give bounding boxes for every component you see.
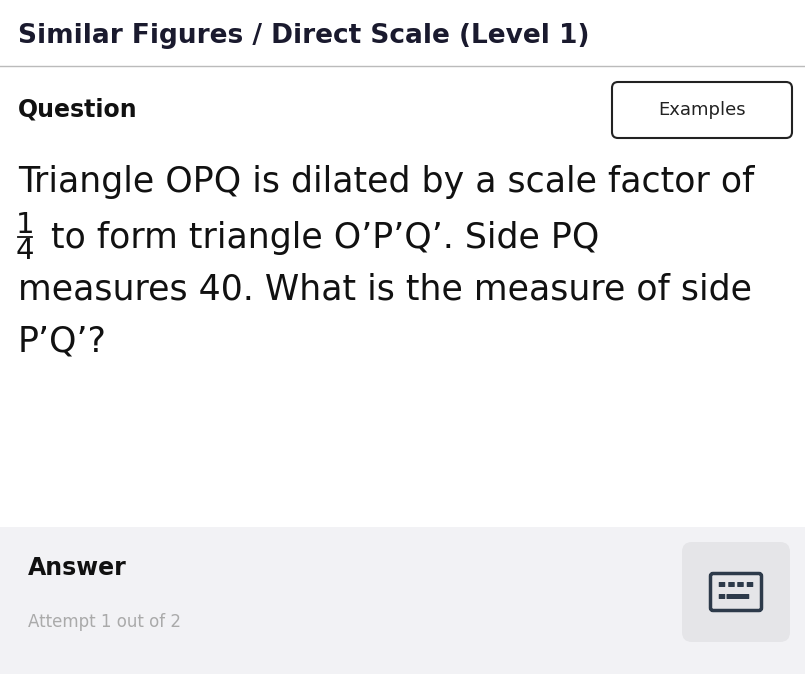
- FancyBboxPatch shape: [747, 582, 753, 587]
- Bar: [0, 527, 805, 674]
- Text: to form triangle O’P’Q’. Side PQ: to form triangle O’P’Q’. Side PQ: [40, 221, 600, 255]
- FancyBboxPatch shape: [737, 582, 744, 587]
- Text: P’Q’?: P’Q’?: [18, 325, 107, 359]
- FancyBboxPatch shape: [729, 582, 735, 587]
- Text: Similar Figures / Direct Scale (Level 1): Similar Figures / Direct Scale (Level 1): [18, 23, 589, 49]
- Text: Examples: Examples: [658, 101, 745, 119]
- Text: 1: 1: [15, 211, 35, 239]
- Text: Answer: Answer: [28, 556, 126, 580]
- FancyBboxPatch shape: [682, 542, 790, 642]
- Text: Attempt 1 out of 2: Attempt 1 out of 2: [28, 613, 181, 631]
- Text: measures 40. What is the measure of side: measures 40. What is the measure of side: [18, 273, 752, 307]
- Text: Question: Question: [18, 98, 138, 122]
- FancyBboxPatch shape: [726, 594, 745, 599]
- FancyBboxPatch shape: [743, 594, 749, 599]
- FancyBboxPatch shape: [719, 582, 725, 587]
- FancyBboxPatch shape: [612, 82, 792, 138]
- FancyBboxPatch shape: [711, 574, 762, 611]
- Text: Triangle OPQ is dilated by a scale factor of: Triangle OPQ is dilated by a scale facto…: [18, 165, 754, 199]
- FancyBboxPatch shape: [719, 594, 725, 599]
- Text: 4: 4: [16, 237, 35, 265]
